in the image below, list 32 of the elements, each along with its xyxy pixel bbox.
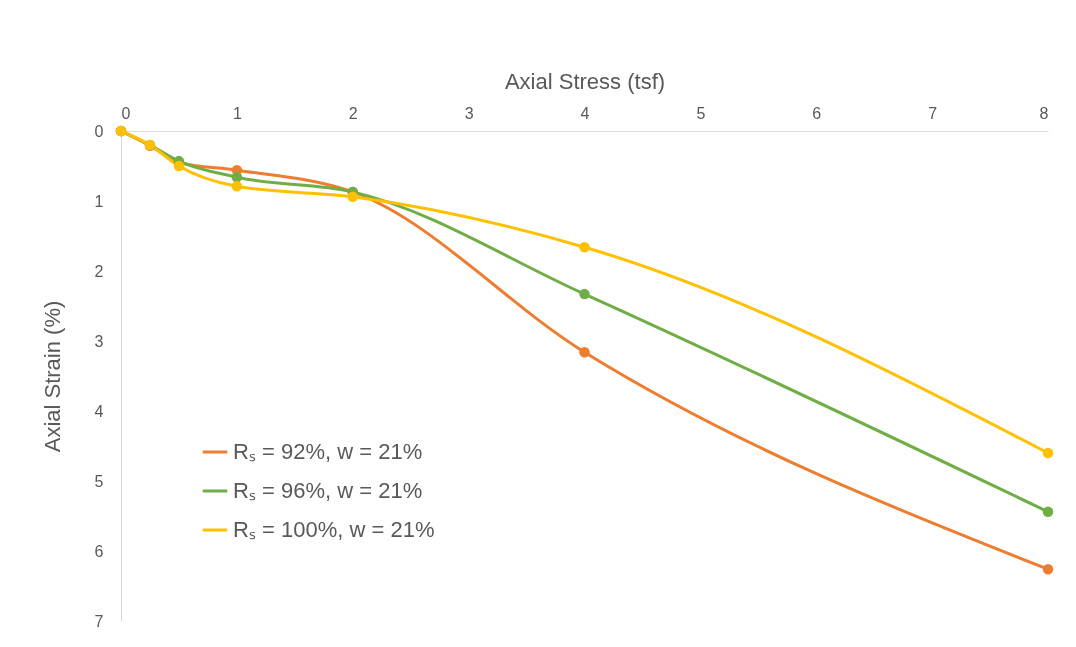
- y-tick-label: 0: [94, 122, 104, 140]
- x-tick-label: 8: [1039, 104, 1049, 122]
- y-tick-label: 7: [94, 612, 104, 630]
- point: [347, 191, 358, 203]
- y-tick-label: 5: [94, 472, 104, 490]
- y-axis-title: Axial Strain (%): [39, 300, 65, 453]
- x-tick-label: 7: [928, 104, 938, 122]
- legend-label: Rₛ = 96%, w = 21%: [233, 478, 423, 503]
- x-tick-label: 0: [121, 104, 131, 122]
- point: [1042, 506, 1054, 518]
- point: [1042, 447, 1054, 459]
- y-tick-label: 1: [94, 192, 104, 210]
- legend-label: Rₛ = 100%, w = 21%: [233, 517, 435, 542]
- x-tick-label: 2: [348, 104, 358, 122]
- y-tick-label: 3: [94, 332, 104, 350]
- point: [231, 171, 243, 183]
- y-tick-label: 6: [94, 542, 104, 560]
- point: [1042, 563, 1054, 575]
- x-tick-label: 5: [696, 104, 706, 122]
- point: [579, 346, 590, 358]
- x-tick-label: 4: [580, 104, 590, 122]
- x-tick-label: 1: [232, 104, 242, 122]
- point: [173, 160, 185, 172]
- x-axis-title: Axial Stress (tsf): [504, 68, 666, 94]
- legend-label: Rₛ = 92%, w = 21%: [233, 439, 423, 464]
- x-tick-label: 6: [812, 104, 822, 122]
- y-tick-label: 4: [94, 402, 104, 420]
- point: [579, 288, 590, 300]
- y-tick-label: 2: [94, 262, 104, 280]
- point: [231, 181, 243, 192]
- point: [579, 241, 590, 253]
- x-tick-label: 3: [464, 104, 474, 122]
